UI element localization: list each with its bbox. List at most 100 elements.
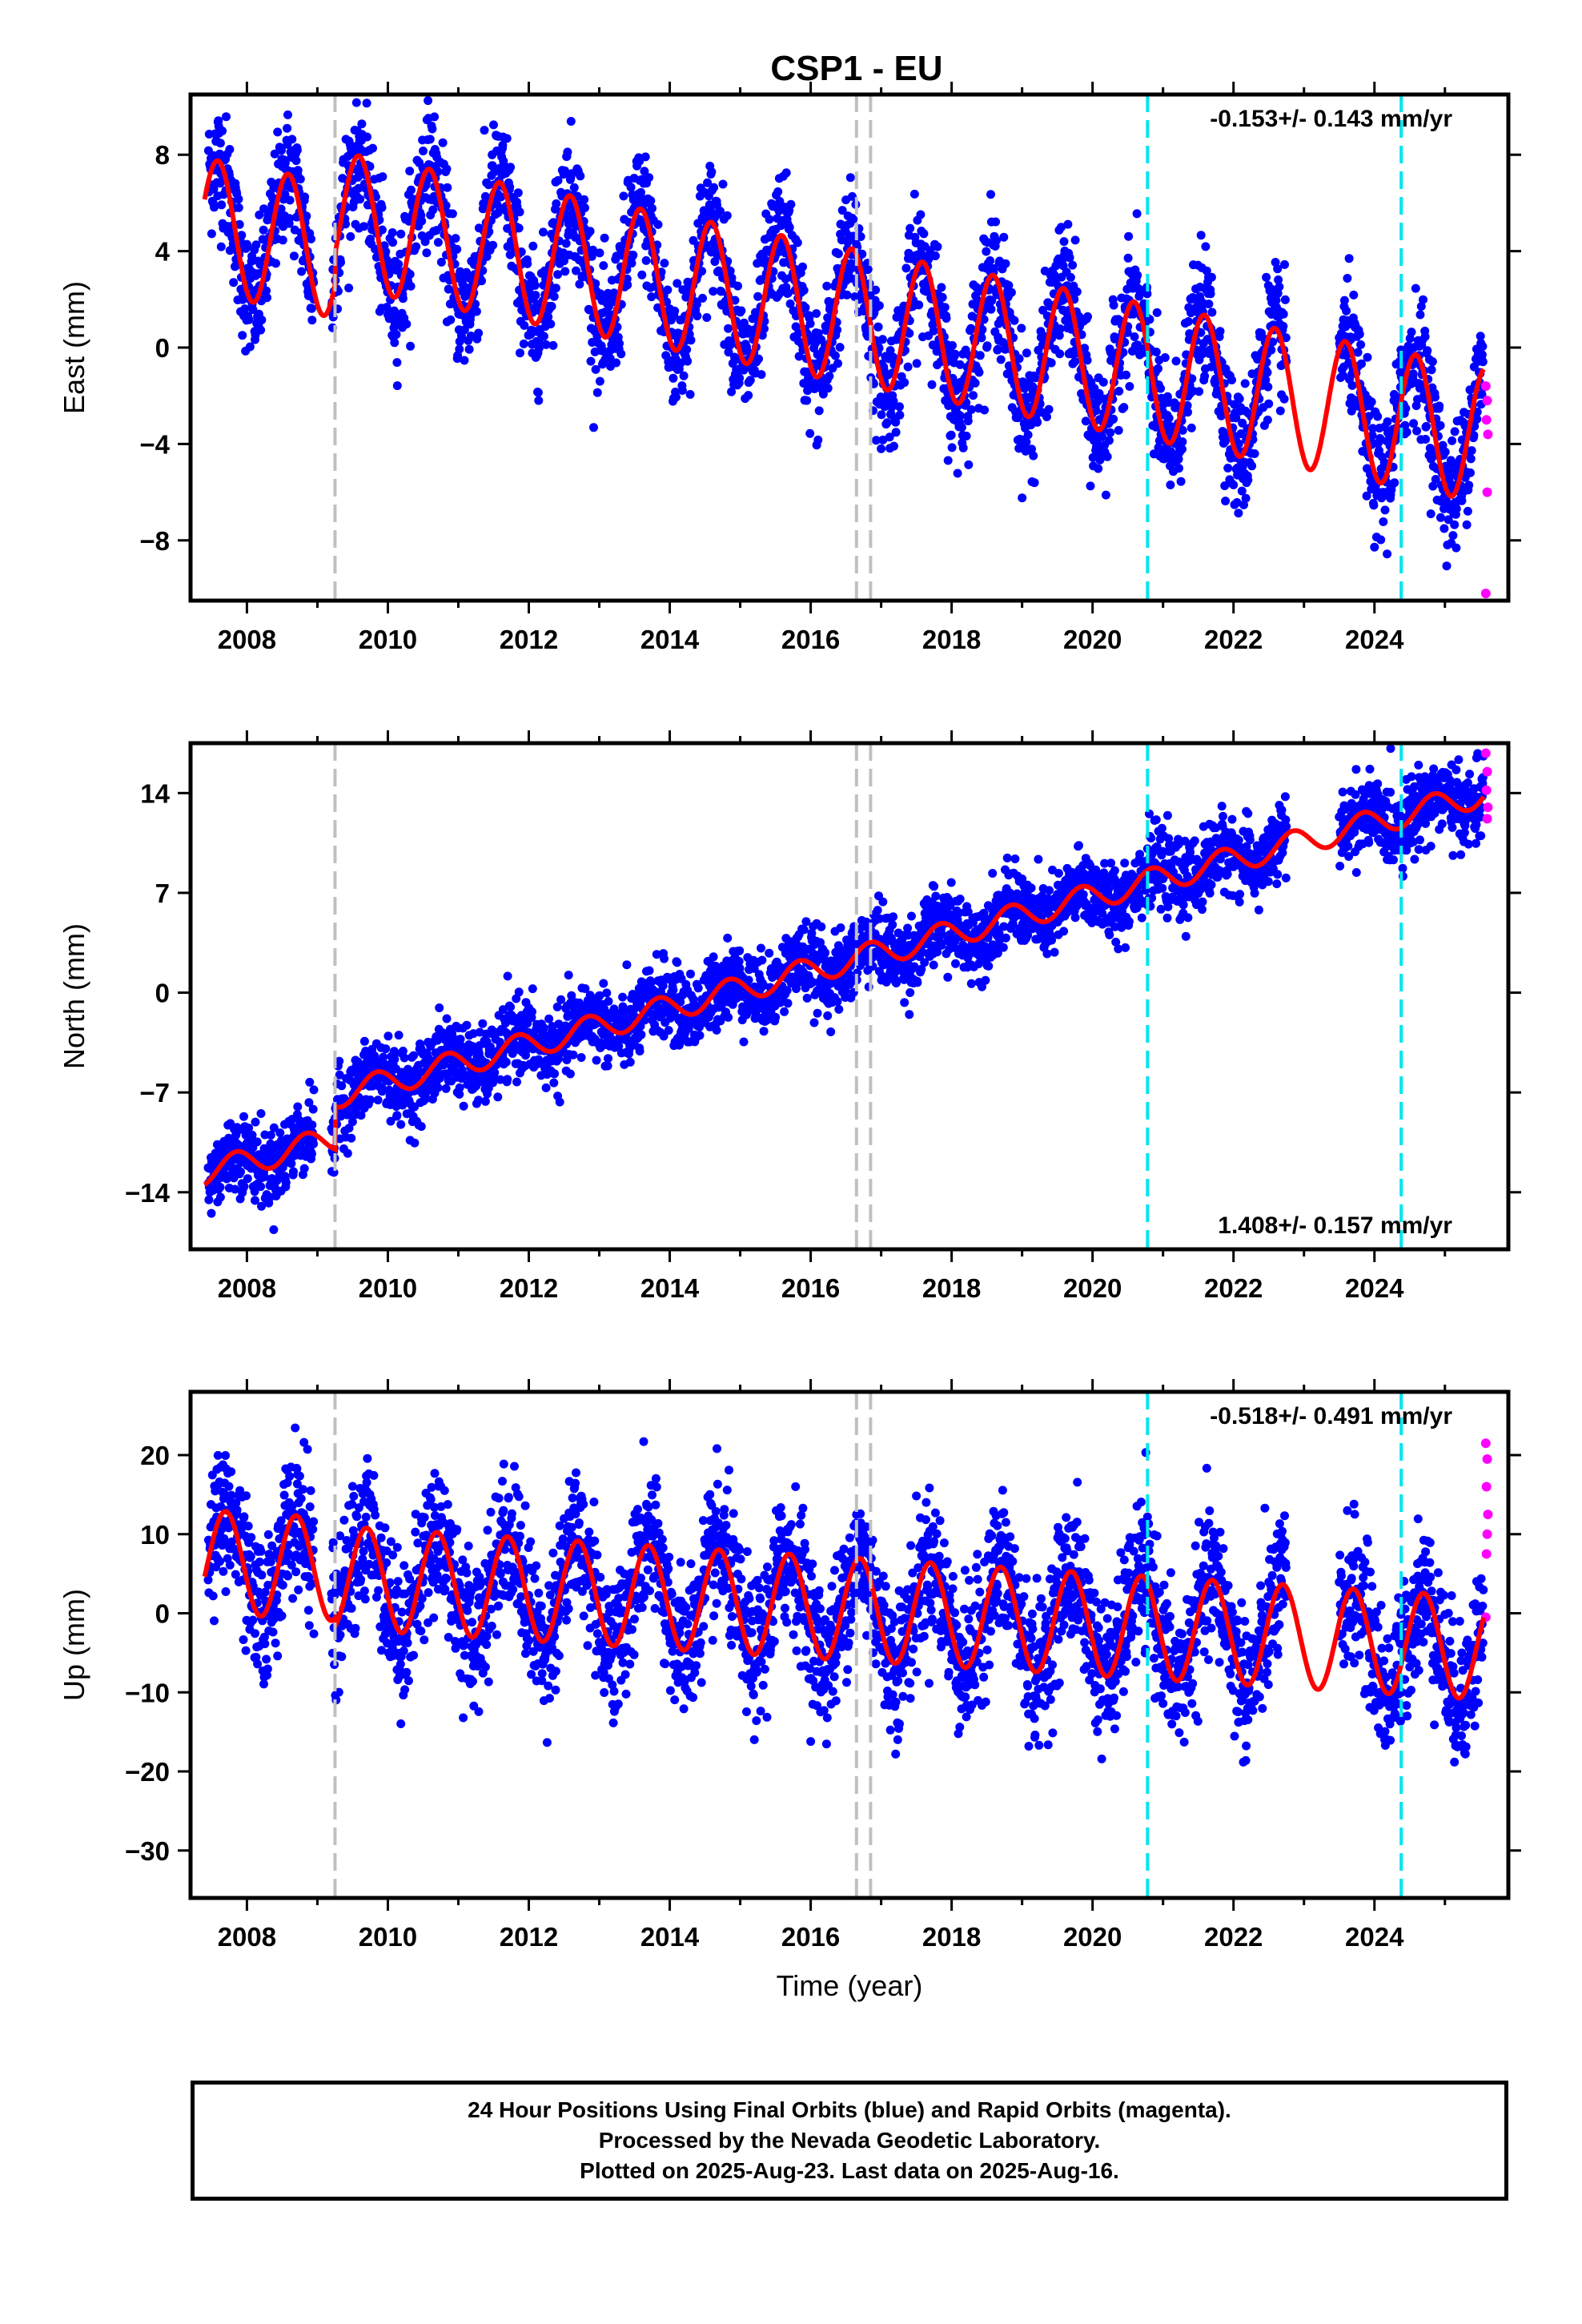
- data-point: [600, 233, 609, 243]
- data-point: [822, 281, 832, 291]
- data-point: [727, 387, 737, 396]
- data-point: [424, 96, 433, 106]
- data-point: [1022, 348, 1031, 358]
- rapid-orbit-point: [1480, 381, 1491, 392]
- data-point: [745, 376, 755, 385]
- data-point: [289, 251, 299, 261]
- data-point: [1347, 380, 1357, 390]
- data-point: [877, 444, 886, 453]
- data-point: [1450, 427, 1460, 436]
- data-point: [912, 359, 921, 368]
- data-point: [1477, 390, 1487, 399]
- data-point: [553, 270, 563, 279]
- data-point: [251, 1117, 260, 1127]
- data-point: [546, 320, 556, 329]
- data-point: [464, 344, 474, 354]
- data-point: [909, 189, 919, 199]
- data-point: [217, 200, 227, 210]
- data-point: [1206, 289, 1215, 299]
- data-point: [435, 1003, 444, 1012]
- y-tick-label: 4: [155, 237, 171, 267]
- data-point: [474, 328, 484, 338]
- data-point: [964, 460, 974, 469]
- data-point: [433, 238, 443, 247]
- data-point: [735, 946, 745, 955]
- data-point: [259, 225, 268, 235]
- data-point: [289, 1167, 298, 1176]
- data-point: [300, 192, 310, 202]
- data-point: [602, 988, 612, 998]
- data-point: [1055, 324, 1065, 334]
- data-point: [812, 309, 821, 318]
- data-point: [1046, 358, 1056, 368]
- data-point: [256, 1182, 266, 1192]
- data-point: [358, 83, 367, 92]
- data-point: [693, 312, 702, 320]
- data-point: [1054, 331, 1064, 340]
- data-point: [488, 240, 498, 250]
- data-point: [1017, 324, 1026, 333]
- data-point: [357, 119, 367, 129]
- data-point: [863, 264, 873, 274]
- data-point: [572, 266, 580, 275]
- data-point: [1183, 317, 1193, 326]
- data-point: [568, 1050, 578, 1059]
- data-point: [534, 396, 544, 405]
- data-point: [679, 371, 689, 380]
- data-point: [1457, 435, 1467, 444]
- data-point: [1088, 452, 1098, 462]
- data-point: [566, 117, 576, 126]
- data-point: [703, 178, 713, 187]
- data-point: [477, 276, 486, 286]
- data-point: [637, 270, 647, 279]
- data-point: [916, 210, 926, 219]
- data-point: [234, 203, 243, 212]
- data-point: [480, 1096, 490, 1106]
- data-point: [1356, 340, 1366, 349]
- data-point: [480, 126, 489, 135]
- data-point: [1001, 259, 1010, 268]
- data-point: [420, 237, 430, 247]
- data-point: [1187, 374, 1197, 384]
- data-point: [239, 1112, 248, 1121]
- data-point: [889, 396, 898, 406]
- data-point: [664, 1026, 673, 1035]
- data-point: [347, 1133, 356, 1143]
- data-point: [685, 390, 695, 399]
- data-point: [1362, 491, 1371, 501]
- data-point: [1119, 403, 1129, 412]
- data-point: [1250, 449, 1259, 458]
- data-point: [251, 1196, 259, 1205]
- data-point: [927, 380, 937, 389]
- data-point: [615, 339, 624, 348]
- data-point: [903, 362, 913, 372]
- data-point: [1156, 384, 1166, 393]
- data-point: [900, 378, 909, 388]
- data-point: [891, 428, 901, 437]
- data-point: [982, 247, 991, 256]
- data-point: [519, 339, 528, 348]
- data-point: [243, 1174, 252, 1184]
- data-point: [628, 251, 638, 259]
- data-point: [1438, 440, 1447, 450]
- data-point: [225, 145, 235, 154]
- data-point: [698, 293, 707, 303]
- data-point: [285, 195, 295, 205]
- data-point: [849, 215, 858, 224]
- data-point: [1027, 444, 1036, 454]
- data-point: [505, 183, 515, 191]
- data-point: [443, 183, 452, 192]
- data-point: [660, 954, 669, 963]
- data-point: [636, 1030, 646, 1039]
- data-point: [552, 199, 561, 208]
- data-point: [1367, 431, 1377, 440]
- data-point: [215, 139, 225, 148]
- data-point: [347, 1117, 357, 1127]
- data-point: [363, 132, 371, 142]
- data-point: [1442, 561, 1452, 571]
- data-point: [878, 435, 888, 444]
- data-point: [1231, 413, 1241, 423]
- data-point: [1241, 493, 1251, 503]
- rapid-orbit-point: [1483, 429, 1493, 440]
- data-point: [409, 1051, 419, 1060]
